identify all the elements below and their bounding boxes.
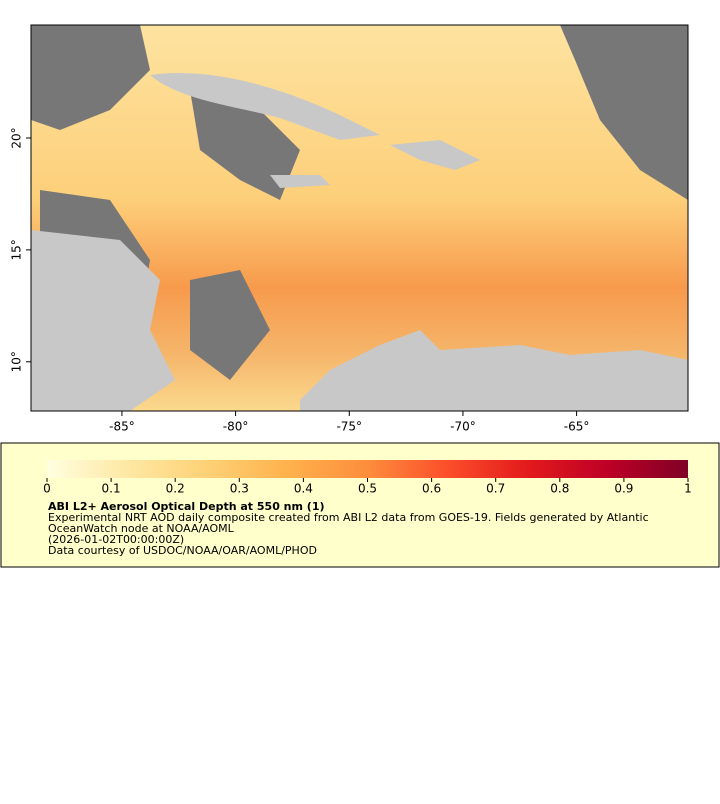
date: (2026-01-02T00:00:00Z) <box>48 533 184 546</box>
description: Experimental NRT AOD daily composite cre… <box>48 511 649 524</box>
x-tick-label: -75° <box>336 420 362 434</box>
colorbar-tick-label: 0.5 <box>358 482 377 496</box>
colorbar-tick-label: 0.6 <box>422 482 441 496</box>
land <box>270 175 330 188</box>
x-tick-label: -80° <box>223 420 249 434</box>
x-tick-label: -70° <box>450 420 476 434</box>
x-tick-label: -65° <box>564 420 590 434</box>
colorbar-tick-label: 0.1 <box>102 482 121 496</box>
description: OceanWatch node at NOAA/AOML <box>48 522 235 535</box>
cloud <box>190 270 270 380</box>
y-tick-label: 10° <box>10 351 24 372</box>
colorbar-tick-label: 0.8 <box>550 482 569 496</box>
cloud <box>31 25 150 130</box>
y-tick-label: 15° <box>10 239 24 260</box>
land <box>150 73 380 140</box>
map <box>31 25 688 411</box>
colorbar-tick-label: 0.9 <box>614 482 633 496</box>
map-frame <box>30 24 689 412</box>
x-tick-label: -85° <box>109 420 135 434</box>
cloud <box>190 90 300 200</box>
colorbar-tick-label: 0 <box>43 482 51 496</box>
cloud <box>560 25 688 200</box>
land <box>390 140 480 170</box>
colorbar-tick-label: 1 <box>684 482 692 496</box>
land <box>300 330 688 411</box>
colorbar-tick-label: 0.2 <box>166 482 185 496</box>
y-tick-label: 20° <box>10 127 24 148</box>
colorbar-tick-label: 0.3 <box>230 482 249 496</box>
colorbar-tick-label: 0.4 <box>294 482 313 496</box>
colorbar-tick-label: 0.7 <box>486 482 505 496</box>
credit: Data courtesy of USDOC/NOAA/OAR/AOML/PHO… <box>48 544 317 557</box>
land <box>31 230 175 411</box>
colorbar <box>47 460 688 478</box>
legend-title: ABI L2+ Aerosol Optical Depth at 550 nm … <box>48 500 325 513</box>
